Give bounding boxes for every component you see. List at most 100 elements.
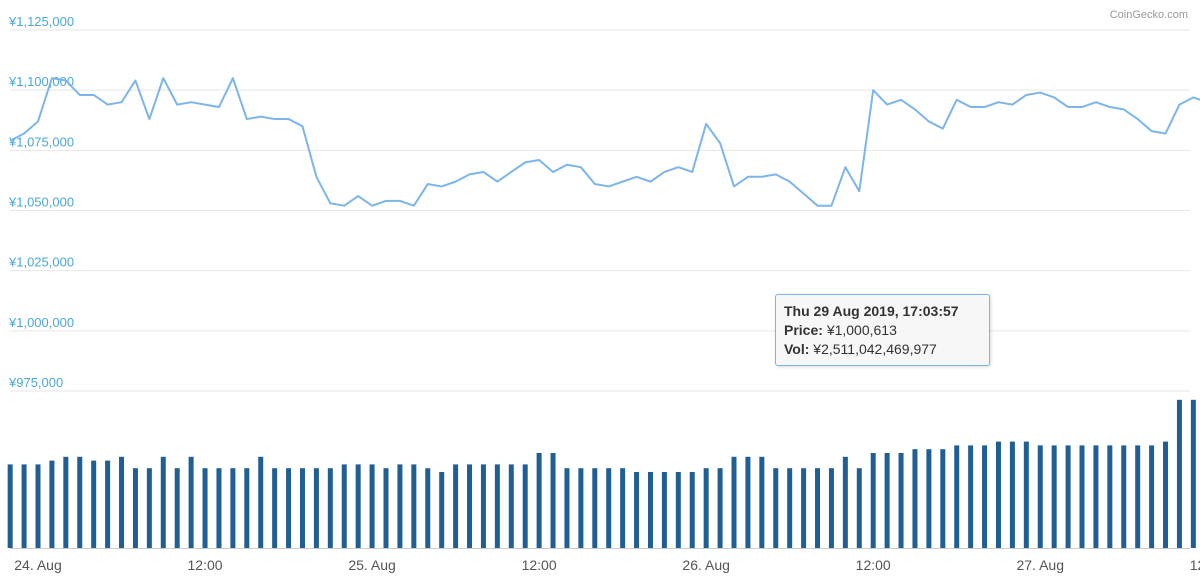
volume-bar (105, 460, 111, 548)
volume-bar (49, 460, 55, 548)
volume-bar (1149, 445, 1155, 548)
volume-bar (77, 456, 83, 548)
volume-bar (63, 456, 69, 548)
tooltip-vol-row: Vol: ¥2,511,042,469,977 (784, 340, 981, 359)
volume-bar (703, 468, 709, 548)
volume-bar (995, 441, 1001, 548)
tooltip-price-value: ¥1,000,613 (826, 322, 897, 338)
volume-bar (801, 468, 807, 548)
volume-bar (7, 464, 13, 548)
volume-bar (842, 456, 848, 548)
credit-link[interactable]: CoinGecko.com (1110, 9, 1188, 21)
x-tick-label: 26. Aug (682, 557, 730, 573)
volume-bar (216, 468, 222, 548)
volume-bar (286, 468, 292, 548)
volume-bar (119, 456, 125, 548)
x-axis-labels: 24. Aug 12:00 25. Aug 12:00 26. Aug 12:00 27. … (14, 557, 1200, 573)
volume-bar (202, 468, 208, 548)
y-tick-label: ¥1,000,000 (8, 315, 74, 330)
volume-bar (1079, 445, 1085, 548)
volume-bar (982, 445, 988, 548)
volume-bar (1121, 445, 1127, 548)
volume-bar (453, 464, 459, 548)
volume-bar (258, 456, 264, 548)
x-tick-label: 12:00 (1190, 557, 1200, 573)
volume-bar (1065, 445, 1071, 548)
x-tick-label: 27. Aug (1016, 557, 1064, 573)
y-gridlines (10, 29, 1190, 392)
volume-bar (870, 453, 876, 548)
volume-bar (815, 468, 821, 548)
volume-bar (940, 449, 946, 548)
volume-bar (411, 464, 417, 548)
volume-bar (299, 468, 305, 548)
volume-bar (467, 464, 473, 548)
volume-bar (494, 464, 500, 548)
volume-bar (21, 464, 27, 548)
volume-bar (898, 453, 904, 548)
volume-bar (1023, 441, 1029, 548)
volume-bar (675, 472, 681, 548)
y-tick-label: ¥1,025,000 (8, 255, 74, 270)
volume-bar (884, 453, 890, 548)
volume-bar (828, 468, 834, 548)
volume-bar (550, 453, 556, 548)
volume-bar (536, 453, 542, 548)
x-tick-label: 12:00 (188, 557, 223, 573)
tooltip-vol-value: ¥2,511,042,469,977 (813, 341, 937, 357)
volume-bar (35, 464, 41, 548)
tooltip-price-row: Price: ¥1,000,613 (784, 321, 981, 340)
volume-bar (160, 456, 166, 548)
volume-bar (1163, 441, 1169, 548)
y-tick-label: ¥975,000 (8, 375, 63, 390)
volume-bar (661, 472, 667, 548)
x-tick-label: 24. Aug (14, 557, 62, 573)
volume-bar (912, 449, 918, 548)
volume-bar (1009, 441, 1015, 548)
volume-bar (1190, 399, 1196, 548)
volume-bar (508, 464, 514, 548)
volume-bar (146, 468, 152, 548)
y-tick-label: ¥1,075,000 (8, 134, 74, 149)
volume-bar (355, 464, 361, 548)
volume-bar (313, 468, 319, 548)
volume-bar (620, 468, 626, 548)
volume-bar (174, 468, 180, 548)
volume-bar (787, 468, 793, 548)
volume-bar (1037, 445, 1043, 548)
volume-bar (480, 464, 486, 548)
y-tick-label: ¥1,125,000 (8, 14, 74, 29)
volume-bar (272, 468, 278, 548)
volume-bar (1107, 445, 1113, 548)
y-axis-labels: ¥1,125,000 ¥1,100,000 ¥1,075,000 ¥1,050,000… (8, 14, 74, 390)
tooltip-title: Thu 29 Aug 2019, 17:03:57 (784, 303, 959, 319)
volume-bar (564, 468, 570, 548)
volume-bar (341, 464, 347, 548)
volume-bar (397, 464, 403, 548)
volume-bar (954, 445, 960, 548)
volume-bar (647, 472, 653, 548)
price-line[interactable] (9, 77, 1200, 329)
volume-bar (230, 468, 236, 548)
volume-bar (522, 464, 528, 548)
volume-bar (745, 456, 751, 548)
volume-bar (439, 472, 445, 548)
volume-bar (926, 449, 932, 548)
volume-bar (1093, 445, 1099, 548)
volume-bar (606, 468, 612, 548)
volume-bar (968, 445, 974, 548)
volume-bar (425, 468, 431, 548)
volume-bar (689, 472, 695, 548)
y-tick-label: ¥1,100,000 (8, 74, 74, 89)
x-tick-label: 25. Aug (348, 557, 396, 573)
volume-bar (592, 468, 598, 548)
y-tick-label: ¥1,050,000 (8, 195, 74, 210)
volume-bar (578, 468, 584, 548)
volume-bar (327, 468, 333, 548)
volume-bar (244, 468, 250, 548)
tooltip-vol-label: Vol: (784, 341, 810, 357)
price-tooltip: Thu 29 Aug 2019, 17:03:57 Price: ¥1,000,… (775, 294, 990, 366)
volume-bar (188, 456, 194, 548)
volume-bar (132, 468, 138, 548)
